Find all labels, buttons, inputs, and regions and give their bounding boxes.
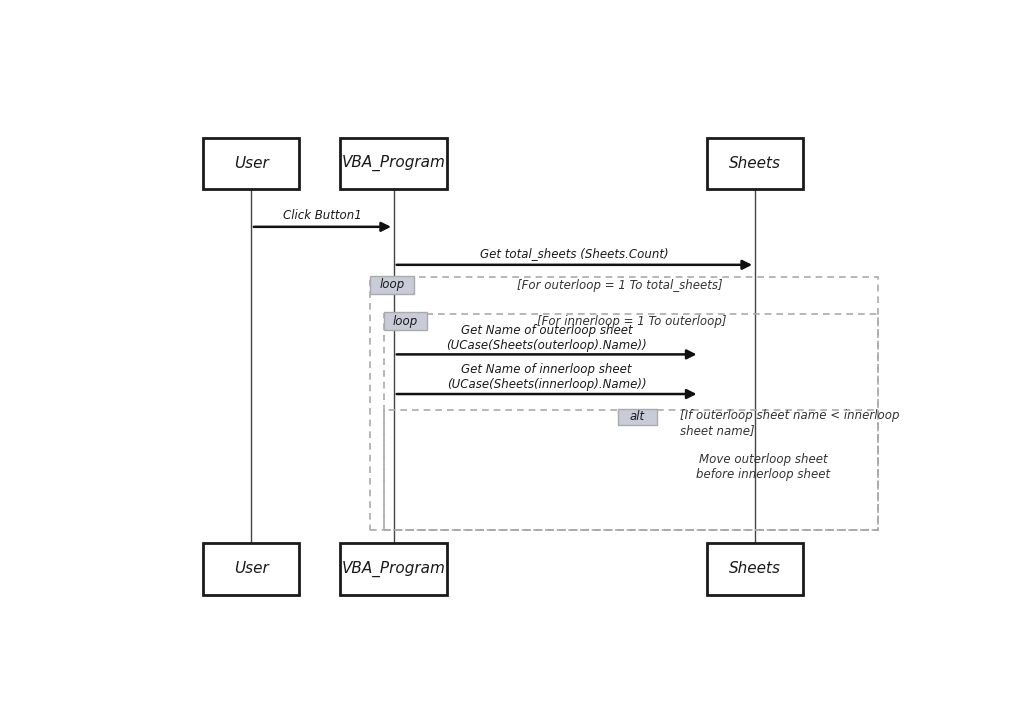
Text: Sheets: Sheets — [729, 561, 781, 576]
Bar — [204, 137, 299, 189]
Text: VBA_Program: VBA_Program — [342, 560, 445, 577]
Bar — [384, 314, 878, 529]
Text: Get Name of innerloop sheet
(UCase(Sheets(innerloop).Name)): Get Name of innerloop sheet (UCase(Sheet… — [446, 363, 646, 391]
Text: Click Button1: Click Button1 — [283, 209, 361, 223]
Bar — [370, 277, 878, 529]
Bar — [340, 137, 447, 189]
Text: Get total_sheets (Sheets.Count): Get total_sheets (Sheets.Count) — [480, 247, 669, 260]
Text: User: User — [233, 561, 268, 576]
Text: loop: loop — [393, 314, 418, 328]
Bar — [204, 543, 299, 594]
Bar — [618, 409, 656, 425]
Text: Move outerloop sheet
before innerloop sheet: Move outerloop sheet before innerloop sh… — [696, 453, 829, 482]
Bar — [370, 276, 414, 293]
Text: [For innerloop = 1 To outerloop]: [For innerloop = 1 To outerloop] — [538, 315, 727, 329]
Text: VBA_Program: VBA_Program — [342, 155, 445, 171]
Text: Get Name of outerloop sheet
(UCase(Sheets(outerloop).Name)): Get Name of outerloop sheet (UCase(Sheet… — [446, 324, 647, 352]
Text: alt: alt — [630, 410, 645, 423]
Text: [If outerloop sheet name < innerloop
sheet name]: [If outerloop sheet name < innerloop she… — [680, 409, 899, 437]
Text: Sheets: Sheets — [729, 156, 781, 171]
Bar — [708, 543, 803, 594]
Text: loop: loop — [379, 278, 404, 291]
Text: User: User — [233, 156, 268, 171]
Bar — [384, 410, 878, 529]
Text: [For outerloop = 1 To total_sheets]: [For outerloop = 1 To total_sheets] — [517, 279, 723, 292]
Bar — [384, 312, 427, 330]
Bar — [708, 137, 803, 189]
Bar — [340, 543, 447, 594]
